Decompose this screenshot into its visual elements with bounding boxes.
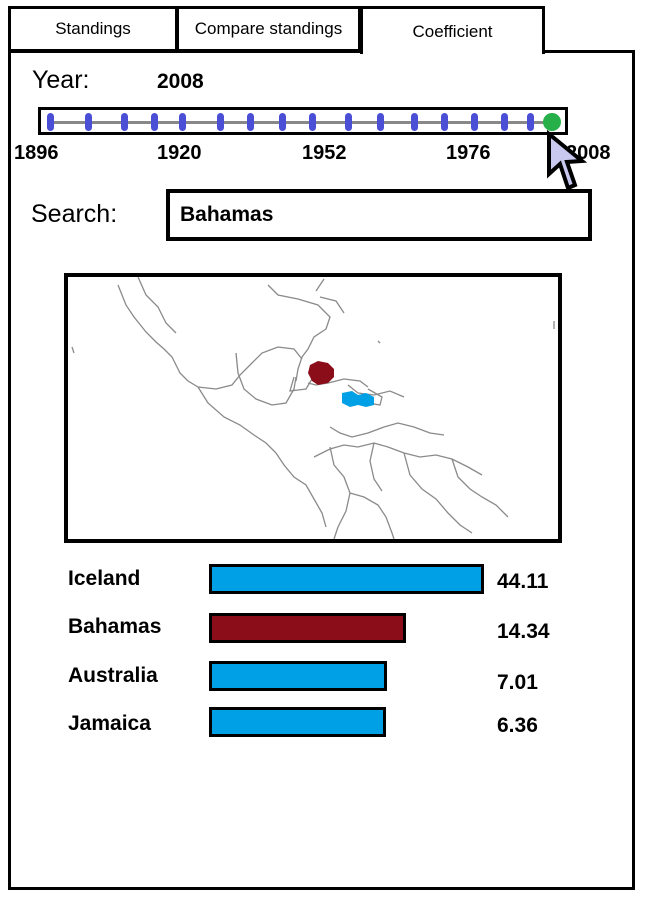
- country-label: Australia: [68, 664, 158, 687]
- slider-tick: [121, 113, 128, 131]
- slider-tick: [377, 113, 384, 131]
- tab-coefficient-label: Coefficient: [412, 21, 493, 41]
- slider-tick: [217, 113, 224, 131]
- slider-tick: [441, 113, 448, 131]
- tab-standings-label: Standings: [55, 19, 131, 38]
- slider-tick: [151, 113, 158, 131]
- axis-label-1976: 1976: [446, 142, 491, 164]
- caribbean-map: [71, 277, 555, 539]
- search-input[interactable]: [176, 199, 582, 231]
- coefficient-bar: [209, 613, 406, 643]
- slider-tick: [279, 113, 286, 131]
- slider-tick: [309, 113, 316, 131]
- coefficient-value: 7.01: [497, 671, 538, 694]
- tab-compare-standings[interactable]: Compare standings: [176, 6, 361, 52]
- bahamas-highlight: [308, 361, 334, 385]
- slider-tick: [471, 113, 478, 131]
- axis-label-1920: 1920: [157, 142, 202, 164]
- slider-track: [47, 121, 559, 124]
- slider-tick: [345, 113, 352, 131]
- search-label: Search:: [31, 200, 118, 228]
- country-label: Iceland: [68, 567, 141, 590]
- year-label: Year:: [32, 66, 90, 94]
- map-view[interactable]: [64, 273, 562, 543]
- slider-tick: [179, 113, 186, 131]
- coefficient-value: 44.11: [497, 570, 549, 593]
- axis-label-1896: 1896: [14, 142, 59, 164]
- tab-coefficient[interactable]: Coefficient: [360, 6, 545, 54]
- search-box: [166, 189, 592, 241]
- coefficient-bar: [209, 707, 386, 737]
- tab-standings[interactable]: Standings: [8, 6, 178, 52]
- year-slider[interactable]: [38, 107, 568, 135]
- coefficient-value: 6.36: [497, 714, 538, 737]
- coefficient-bar: [209, 661, 387, 691]
- coefficient-value: 14.34: [497, 620, 550, 643]
- slider-tick: [527, 113, 534, 131]
- slider-thumb[interactable]: [543, 113, 561, 131]
- year-value: 2008: [157, 70, 204, 93]
- tab-compare-standings-label: Compare standings: [194, 19, 343, 38]
- slider-tick: [247, 113, 254, 131]
- mouse-pointer-icon: [547, 130, 588, 191]
- slider-tick: [501, 113, 508, 131]
- slider-tick: [411, 113, 418, 131]
- country-label: Jamaica: [68, 712, 151, 735]
- slider-tick: [85, 113, 92, 131]
- axis-label-1952: 1952: [302, 142, 347, 164]
- country-label: Bahamas: [68, 615, 162, 638]
- cuba-highlight: [342, 391, 374, 407]
- slider-tick: [47, 113, 54, 131]
- coefficient-bar: [209, 564, 484, 594]
